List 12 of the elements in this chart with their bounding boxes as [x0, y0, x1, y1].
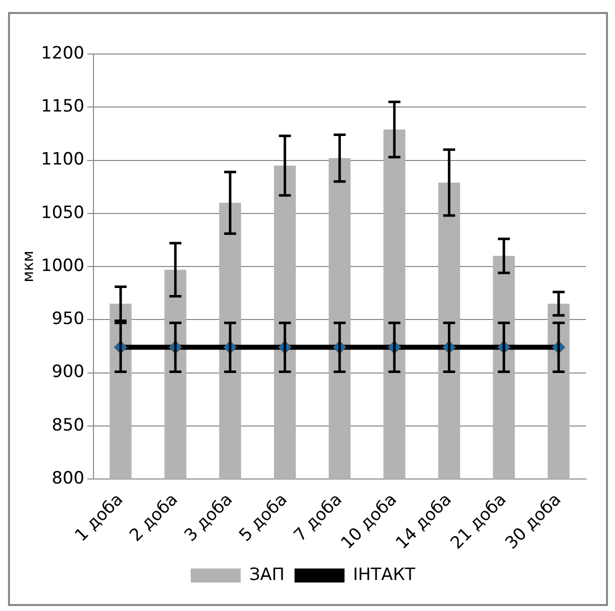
y-tick-label: 1100: [41, 150, 84, 170]
y-tick-label: 850: [52, 415, 84, 436]
legend-label: ЗАП: [249, 564, 285, 585]
legend-label: ІНТАКТ: [353, 564, 416, 585]
y-tick-label: 950: [52, 309, 84, 330]
y-tick-label: 900: [52, 362, 84, 382]
y-tick-label: 1200: [41, 43, 84, 64]
y-axis-title: мкм: [18, 250, 37, 282]
y-tick-label: 1150: [41, 96, 84, 117]
y-tick-label: 1000: [41, 256, 84, 276]
y-tick-label: 800: [52, 468, 84, 488]
y-tick-label: 1050: [41, 202, 84, 223]
